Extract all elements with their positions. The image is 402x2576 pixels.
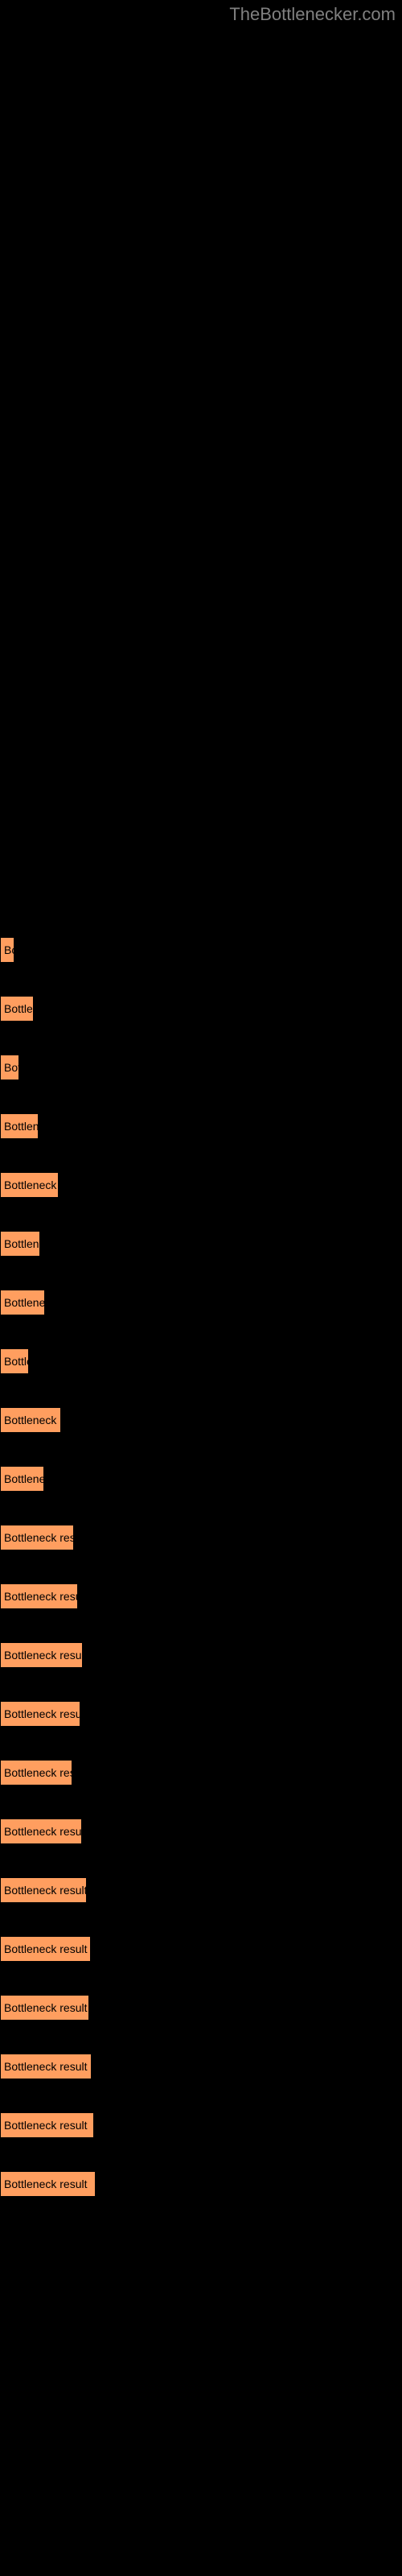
bar: Bottlen	[0, 996, 34, 1022]
bar-row: Bottleneck result	[0, 2042, 402, 2087]
bar-row: Bottleneck result	[0, 1925, 402, 1969]
bar: Bottleneck result	[0, 1818, 82, 1844]
bar: Bottlene	[0, 1113, 39, 1139]
bar-row: Bottlene	[0, 1220, 402, 1264]
bar-row: Bottlenec	[0, 1455, 402, 1499]
bar: Bottlenec	[0, 1466, 44, 1492]
bar-row: Bottleneck result	[0, 1866, 402, 1910]
bar-chart: Bo Bottlen Bot Bottlene Bottleneck r Bottlene…	[0, 0, 402, 2235]
bar: Bottleneck r	[0, 1172, 59, 1198]
bar: Bottleneck result	[0, 1877, 87, 1903]
bar: Bottleneck result	[0, 1642, 83, 1668]
bar: Bottleneck resul	[0, 1525, 74, 1550]
bar-row: Bottleneck result	[0, 1807, 402, 1852]
bar: Bottle	[0, 1348, 29, 1374]
bar: Bottleneck result	[0, 1701, 80, 1727]
watermark-text: TheBottlenecker.com	[229, 4, 396, 25]
bar-row: Bottle	[0, 1337, 402, 1381]
bar: Bottleneck result	[0, 2112, 94, 2138]
bar: Bottleneck result	[0, 1936, 91, 1962]
bar-row: Bottleneck result	[0, 2160, 402, 2204]
bar: Bot	[0, 1055, 19, 1080]
bar-row: Bottleneck resul	[0, 1513, 402, 1558]
bar: Bottlene	[0, 1231, 40, 1257]
bar: Bottleneck result	[0, 1583, 78, 1609]
bar-row: Bottleneck result	[0, 1572, 402, 1616]
bar-row: Bottleneck result	[0, 1631, 402, 1675]
bar-row: Bottlene	[0, 1102, 402, 1146]
bar: Bottleneck resu	[0, 1760, 72, 1785]
bar-row: Bot	[0, 1043, 402, 1088]
bar: Bottleneck	[0, 1290, 45, 1315]
bar-row: Bottleneck r	[0, 1161, 402, 1205]
bar-row: Bottleneck resu	[0, 1748, 402, 1793]
bar-row: Bottleneck result	[0, 1690, 402, 1734]
bar-row: Bottlen	[0, 985, 402, 1029]
bar-row: Bottleneck re	[0, 1396, 402, 1440]
bar: Bo	[0, 937, 14, 963]
bar: Bottleneck re	[0, 1407, 61, 1433]
bar-row: Bo	[0, 926, 402, 970]
bar-row: Bottleneck result	[0, 2101, 402, 2145]
bar: Bottleneck result	[0, 1995, 89, 2021]
bar: Bottleneck result	[0, 2171, 96, 2197]
bar: Bottleneck result	[0, 2054, 92, 2079]
bar-row: Bottleneck	[0, 1278, 402, 1323]
bar-row: Bottleneck result	[0, 1984, 402, 2028]
